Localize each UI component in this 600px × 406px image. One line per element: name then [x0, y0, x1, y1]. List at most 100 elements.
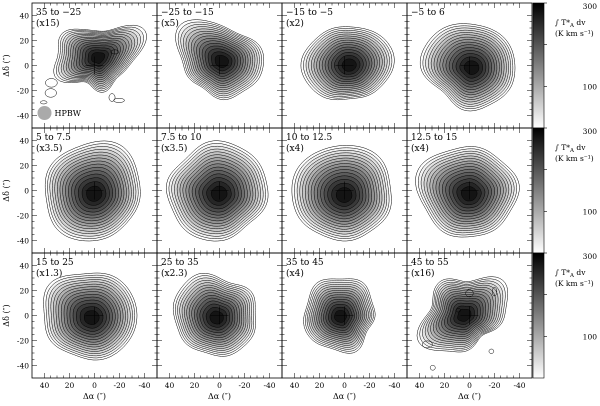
channel-panel-p10: 25 to 35(x2.3) [156, 252, 283, 379]
scale-factor-label: (x5) [161, 18, 179, 29]
y-tick-label: -20 [17, 212, 29, 221]
x-tick-label: 20 [65, 381, 75, 390]
labels-layer: 40 20 0 -20 -40 Δδ (″) 40 20 0 -20 -40 Δδ (″) 40 20 0 -… [2, 12, 526, 402]
y-tick-label: -20 [17, 337, 29, 346]
scale-factor-label: (x1.3) [36, 268, 62, 279]
x-tick-label: 0 [92, 381, 97, 390]
x-tick-label: 0 [217, 381, 222, 390]
contour-level [214, 54, 229, 69]
scale-factor-label: (x4) [286, 268, 304, 279]
x-tick-label: -20 [113, 381, 125, 390]
y-axis-label: Δδ (″) [2, 304, 11, 326]
y-tick-label: 40 [19, 137, 29, 146]
contour-level [341, 58, 357, 72]
panel-contours [300, 26, 395, 101]
channel-panel-p2: −25 to −15(x5) [156, 2, 283, 129]
channel-panel-p11: 35 to 45(x4) [281, 252, 408, 379]
channel-panel-p5: 5 to 7.5(x3.5) [31, 127, 158, 254]
panel-contours [40, 24, 147, 105]
y-tick-label: 40 [19, 12, 29, 21]
noise-contour [465, 289, 474, 298]
y-tick-label: 40 [19, 262, 29, 271]
x-axis-label: Δα (″) [333, 392, 356, 401]
scale-factor-label: (x3.5) [161, 143, 187, 154]
panel-contours [44, 140, 141, 242]
noise-contour [455, 308, 461, 313]
channel-panel-p4: −5 to 6 [406, 2, 533, 129]
colorbar-row-3: 300 100 ∫ T*A dv(K km s⁻¹) [532, 252, 598, 379]
colorbar-label: ∫ T*A dv [554, 143, 586, 154]
velocity-range-label: 35 to 45 [286, 258, 324, 268]
panel-contours [166, 140, 269, 242]
panel-contours [291, 145, 392, 242]
x-tick-label: -40 [263, 381, 275, 390]
x-tick-label: -20 [363, 381, 375, 390]
panels-layer: 35 to −25(x15)HPBW−25 to −15(x5)−15 to −… [31, 2, 533, 379]
beam-circle [37, 106, 52, 120]
panel-contours [43, 272, 138, 361]
x-tick-label: 20 [315, 381, 325, 390]
noise-contour [45, 78, 58, 88]
scale-factor-label: (x2) [286, 18, 304, 29]
x-tick-label: 40 [290, 381, 300, 390]
velocity-range-label: −25 to −15 [161, 8, 214, 18]
x-tick-label: -40 [388, 381, 400, 390]
colorbar-label: ∫ T*A dv [554, 268, 586, 279]
panel-contours [419, 23, 516, 112]
x-tick-label: -40 [513, 381, 525, 390]
panel-contours [416, 276, 508, 371]
y-tick-label: -40 [17, 362, 29, 371]
scale-factor-label: (x4) [411, 143, 429, 154]
channel-panel-p9: 15 to 25(x1.3) [31, 252, 158, 379]
beam-label: HPBW [55, 109, 82, 118]
y-tick-label: 20 [19, 162, 29, 171]
colorbar-tick-label: 100 [583, 332, 598, 341]
contour-level [209, 310, 224, 325]
noise-contour [110, 49, 120, 55]
y-tick-label: -40 [17, 237, 29, 246]
colorbar-row-2: 300 100 ∫ T*A dv(K km s⁻¹) [532, 127, 598, 254]
x-tick-label: 40 [415, 381, 425, 390]
contour-level [91, 52, 106, 64]
x-axis-label: Δα (″) [83, 392, 106, 401]
x-axis-label: Δα (″) [458, 392, 481, 401]
colorbar-tick-label: 100 [583, 207, 598, 216]
colorbar-tick-label: 300 [583, 252, 598, 261]
y-tick-label: 20 [19, 287, 29, 296]
y-tick-label: 20 [19, 37, 29, 46]
x-tick-label: -40 [138, 381, 150, 390]
scale-factor-label: (x16) [411, 268, 435, 279]
velocity-range-label: 25 to 35 [161, 258, 199, 268]
panel-contours [303, 278, 376, 354]
contour-level [334, 310, 347, 323]
velocity-range-label: 7.5 to 10 [161, 133, 202, 143]
panel-contours [175, 19, 264, 101]
colorbar-tick-label: 100 [583, 82, 598, 91]
colorbar-units: (K km s⁻¹) [555, 154, 594, 163]
colorbar-units: (K km s⁻¹) [555, 29, 594, 38]
contour-level [335, 187, 353, 203]
scale-factor-label: (x2.3) [161, 268, 187, 279]
scale-factor-label: (x4) [286, 143, 304, 154]
channel-panel-p6: 7.5 to 10(x3.5) [156, 127, 283, 254]
x-tick-label: 0 [467, 381, 472, 390]
colorbar-units: (K km s⁻¹) [555, 279, 594, 288]
x-axis-label: Δα (″) [208, 392, 231, 401]
noise-contour [491, 287, 498, 297]
noise-contour [44, 88, 57, 98]
velocity-range-label: 10 to 12.5 [286, 133, 333, 143]
velocity-range-label: 12.5 to 15 [411, 133, 458, 143]
scale-factor-label: (x15) [36, 18, 60, 29]
x-tick-label: 40 [165, 381, 175, 390]
noise-contour [40, 100, 48, 105]
contour-level [463, 60, 480, 75]
noise-contour [422, 340, 433, 349]
colorbar-gradient [532, 2, 545, 129]
colorbar-tick-label: 300 [583, 2, 598, 11]
velocity-range-label: 5 to 7.5 [36, 133, 71, 143]
y-tick-label: -40 [17, 112, 29, 121]
channel-panel-p8: 12.5 to 15(x4) [406, 127, 533, 254]
x-tick-label: 0 [342, 381, 347, 390]
